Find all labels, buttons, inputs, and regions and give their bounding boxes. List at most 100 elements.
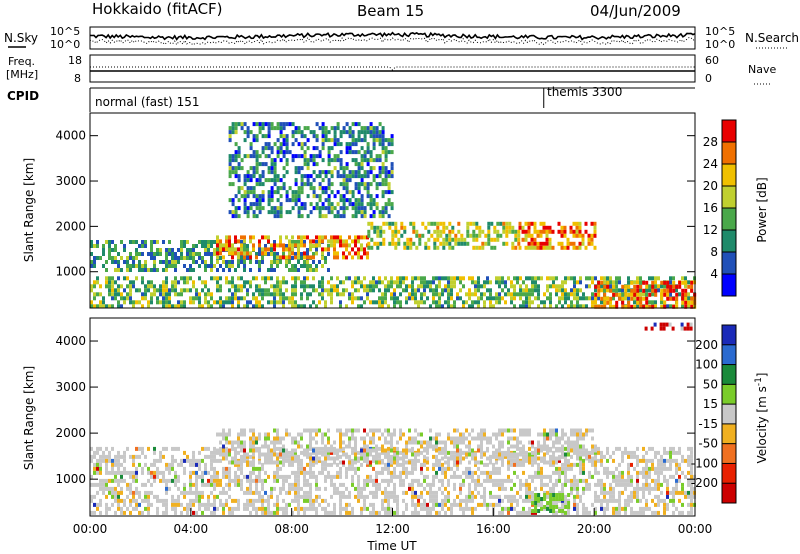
heatmap-cell (360, 510, 363, 515)
heatmap-cell (99, 446, 102, 451)
heatmap-cell (108, 248, 111, 252)
heatmap-cell (288, 502, 291, 507)
heatmap-cell (432, 276, 435, 281)
heatmap-cell (201, 510, 204, 515)
heatmap-cell (578, 229, 582, 234)
heatmap-cell (258, 198, 262, 203)
heatmap-cell (192, 498, 195, 503)
heatmap-cell (477, 284, 480, 289)
heatmap-cell (360, 206, 364, 211)
heatmap-cell (291, 158, 295, 163)
heatmap-cell (372, 482, 375, 487)
heatmap-cell (162, 240, 165, 244)
heatmap-cell (228, 154, 232, 159)
heatmap-cell (530, 221, 534, 226)
heatmap-cell (225, 470, 228, 475)
heatmap-cell (222, 300, 225, 305)
heatmap-cell (391, 229, 395, 234)
heatmap-cell (276, 466, 279, 471)
heatmap-cell (162, 470, 165, 475)
heatmap-cell (321, 122, 325, 127)
heatmap-cell (300, 450, 303, 455)
heatmap-cell (564, 280, 567, 285)
heatmap-cell (399, 432, 402, 437)
heatmap-cell (228, 130, 232, 135)
heatmap-cell (420, 284, 423, 289)
heatmap-cell (300, 235, 303, 240)
heatmap-cell (390, 460, 393, 465)
heatmap-cell (327, 268, 330, 272)
heatmap-cell (309, 452, 312, 457)
heatmap-cell (204, 296, 207, 301)
heatmap-cell (477, 502, 480, 507)
heatmap-cell (545, 245, 549, 250)
heatmap-cell (132, 478, 135, 483)
heatmap-cell (201, 288, 204, 293)
heatmap-cell (330, 235, 333, 240)
heatmap-cell (587, 241, 591, 246)
heatmap-cell (255, 490, 258, 495)
heatmap-cell (198, 252, 201, 256)
heatmap-cell (678, 446, 681, 451)
heatmap-cell (282, 243, 285, 248)
heatmap-cell (90, 458, 93, 463)
heatmap-cell (381, 214, 385, 219)
heatmap-cell (537, 474, 540, 479)
heatmap-cell (333, 486, 336, 491)
heatmap-cell (216, 268, 219, 272)
heatmap-cell (597, 296, 600, 301)
heatmap-cell (240, 260, 243, 264)
colorbar-swatch (722, 274, 736, 296)
heatmap-cell (391, 221, 395, 226)
heatmap-cell (687, 304, 690, 309)
heatmap-cell (627, 494, 630, 499)
heatmap-cell (279, 284, 282, 289)
heatmap-cell (519, 288, 522, 293)
heatmap-cell (237, 166, 241, 171)
heatmap-cell (531, 490, 534, 495)
heatmap-cell (612, 450, 615, 455)
heatmap-cell (171, 284, 174, 289)
heatmap-cell (318, 260, 321, 264)
heatmap-cell (258, 260, 261, 264)
heatmap-cell (654, 478, 657, 483)
heatmap-cell (489, 304, 492, 309)
heatmap-cell (450, 510, 453, 515)
heatmap-cell (573, 288, 576, 293)
heatmap-cell (466, 225, 470, 230)
heatmap-cell (270, 210, 274, 215)
heatmap-cell (216, 458, 219, 463)
heatmap-cell (456, 466, 459, 471)
heatmap-cell (357, 251, 360, 256)
heatmap-cell (117, 490, 120, 495)
heatmap-cell (258, 174, 262, 179)
heatmap-cell (572, 245, 576, 250)
heatmap-cell (279, 474, 282, 479)
heatmap-cell (447, 280, 450, 285)
heatmap-cell (690, 490, 693, 495)
heatmap-cell (135, 276, 138, 281)
heatmap-cell (126, 494, 129, 499)
heatmap-cell (174, 256, 177, 260)
heatmap-cell (354, 452, 357, 457)
heatmap-cell (406, 241, 410, 246)
heatmap-cell (285, 150, 289, 155)
heatmap-cell (189, 268, 192, 272)
heatmap-cell (240, 456, 243, 461)
heatmap-cell (390, 174, 394, 179)
heatmap-cell (561, 490, 564, 495)
heatmap-cell (543, 446, 546, 451)
heatmap-cell (487, 233, 491, 238)
heatmap-cell (279, 210, 283, 215)
heatmap-cell (165, 506, 168, 511)
heatmap-cell (402, 276, 405, 281)
heatmap-cell (198, 494, 201, 499)
heatmap-cell (525, 498, 528, 503)
heatmap-cell (348, 428, 351, 433)
heatmap-cell (405, 296, 408, 301)
heatmap-cell (657, 486, 660, 491)
heatmap-cell (216, 482, 219, 487)
heatmap-cell (327, 292, 330, 297)
heatmap-cell (567, 510, 570, 515)
heatmap-cell (276, 260, 279, 264)
